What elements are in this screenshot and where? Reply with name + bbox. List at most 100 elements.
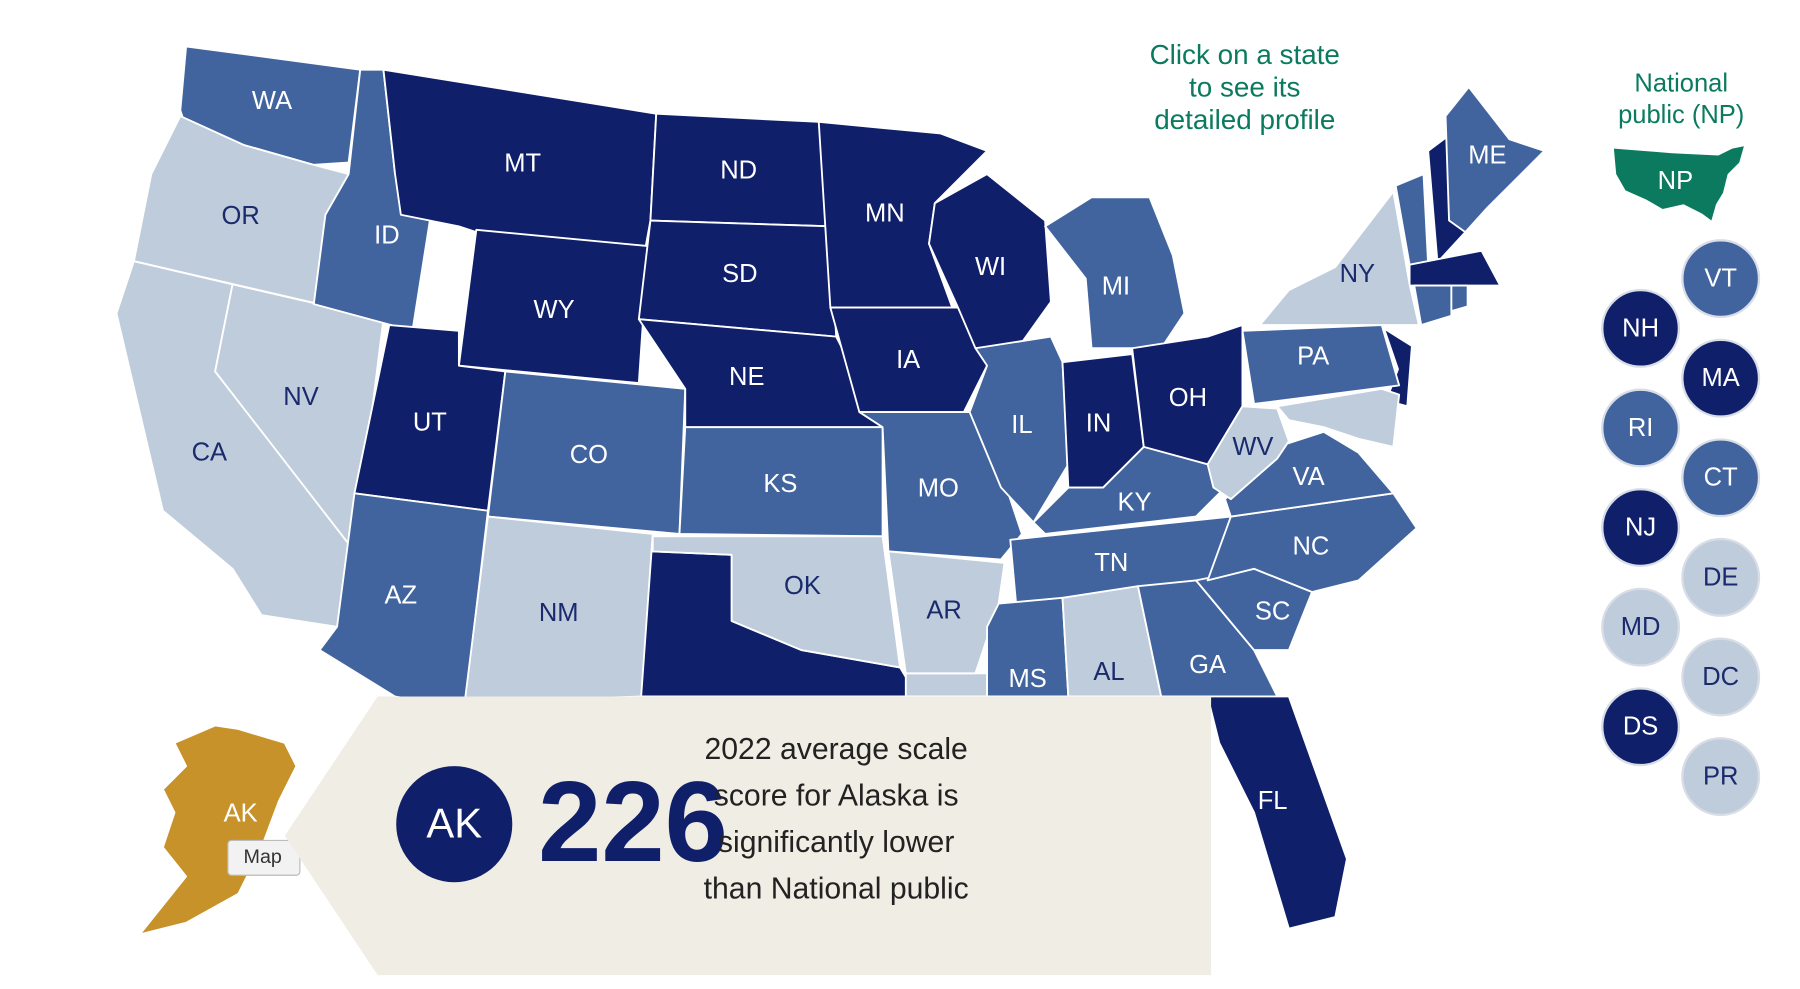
description-line: 2022 average scale	[704, 733, 967, 766]
state-button-label: DS	[1623, 713, 1658, 741]
state-shape[interactable]	[1444, 86, 1546, 234]
state-label: TN	[1094, 549, 1128, 577]
state-label: VA	[1293, 463, 1325, 491]
state-shape[interactable]	[829, 306, 988, 414]
tooltip-state: AK	[426, 800, 482, 847]
state-shape[interactable]	[1206, 695, 1348, 930]
state-shape[interactable]	[904, 672, 988, 698]
state-button-label: VT	[1704, 265, 1737, 293]
state-button[interactable]	[1601, 288, 1681, 368]
state-label: AR	[926, 596, 961, 624]
state-button[interactable]	[1681, 537, 1761, 617]
state-label: FL	[1258, 787, 1288, 815]
state-button[interactable]	[1681, 737, 1761, 817]
state-label: NM	[539, 599, 579, 627]
np-abbr: NP	[1658, 167, 1693, 195]
state-label: OH	[1169, 384, 1207, 412]
description-line: significantly lower	[718, 826, 954, 859]
state-button-label: MA	[1702, 364, 1740, 392]
state-label: AL	[1093, 658, 1124, 686]
state-label: WA	[252, 87, 292, 115]
state-label: KS	[763, 470, 797, 498]
np-label-line: public (NP)	[1618, 101, 1744, 129]
state-label: MT	[504, 150, 541, 178]
state-button[interactable]	[1601, 488, 1681, 568]
state-button-label: DE	[1703, 563, 1738, 591]
state-label: CA	[192, 439, 227, 467]
small-state-buttons: VT NH MA RI CT NJ DE MD DC DS PR	[1601, 239, 1761, 817]
state-shape[interactable]	[1206, 492, 1418, 593]
state-button-label: RI	[1628, 414, 1654, 442]
state-button[interactable]	[1601, 687, 1681, 767]
state-label: MI	[1102, 273, 1130, 301]
state-shape[interactable]	[1276, 387, 1401, 448]
state-label: OR	[222, 202, 260, 230]
state-button[interactable]	[1681, 338, 1761, 418]
state-label: OK	[784, 572, 821, 600]
state-shape[interactable]	[1044, 196, 1186, 350]
description-line: score for Alaska is	[714, 779, 959, 812]
state-label: NE	[729, 363, 764, 391]
state-label: ME	[1468, 141, 1506, 169]
state-label: MS	[1009, 665, 1047, 693]
state-label: WY	[534, 296, 575, 324]
state-label: IN	[1086, 410, 1112, 438]
state-shape[interactable]	[1450, 284, 1469, 313]
national-public[interactable]: National public (NP)	[1618, 69, 1744, 128]
instruction-line: Click on a state	[1150, 39, 1340, 70]
state-button-label: MD	[1621, 613, 1661, 641]
state-shape[interactable]	[651, 535, 901, 669]
np-label-line: National	[1634, 69, 1728, 97]
alaska-shape[interactable]	[138, 724, 298, 936]
map-tooltip: Map	[244, 846, 282, 868]
state-label: AZ	[385, 581, 418, 609]
state-label: IL	[1011, 411, 1032, 439]
state-shape[interactable]	[1137, 579, 1279, 698]
state-label: PA	[1297, 342, 1329, 370]
state-label: MN	[865, 199, 905, 227]
tooltip-description: 2022 average scale score for Alaska is sig…	[704, 733, 969, 905]
state-button-label: DC	[1702, 663, 1739, 691]
state-label: ND	[720, 157, 757, 185]
tooltip-score: 226	[538, 759, 728, 886]
state-button[interactable]	[1681, 637, 1761, 717]
instruction-line: detailed profile	[1154, 104, 1335, 135]
state-shape[interactable]	[1258, 190, 1420, 326]
state-button-label: PR	[1703, 762, 1738, 790]
state-label: UT	[413, 408, 447, 436]
instruction-line: to see its	[1189, 72, 1300, 103]
state-label: ID	[374, 222, 400, 250]
state-label: NC	[1292, 533, 1329, 561]
np-map-icon[interactable]	[1613, 146, 1744, 221]
state-shape[interactable]	[1413, 284, 1453, 326]
states: WA OR CA NV ID MT WY UT CO AZ NM ND SD NE KS OK MN IA MO AR…	[115, 45, 1546, 930]
state-shape[interactable]	[457, 228, 650, 384]
state-shape[interactable]	[1408, 249, 1502, 287]
description-line: than National public	[704, 872, 969, 905]
state-label: MO	[918, 475, 959, 503]
state-button-label: NH	[1622, 314, 1659, 342]
state-button-label: CT	[1704, 464, 1738, 492]
state-label: WI	[975, 253, 1006, 281]
state-label: CO	[570, 441, 608, 469]
state-label: WV	[1232, 433, 1273, 461]
state-label: SD	[722, 260, 757, 288]
alaska-label: AK	[224, 800, 258, 828]
state-button[interactable]	[1681, 438, 1761, 518]
state-shape[interactable]	[1241, 324, 1401, 405]
state-label: GA	[1189, 651, 1226, 679]
state-button-label: NJ	[1625, 513, 1656, 541]
state-shape[interactable]	[1206, 405, 1290, 501]
state-button[interactable]	[1601, 388, 1681, 468]
state-label: IA	[896, 346, 920, 374]
state-button[interactable]	[1601, 587, 1681, 667]
state-label: KY	[1117, 489, 1151, 517]
state-label: SC	[1255, 598, 1290, 626]
state-label: NV	[283, 383, 318, 411]
state-button[interactable]	[1681, 239, 1761, 319]
tooltip-badge	[396, 766, 513, 883]
state-label: NY	[1340, 260, 1375, 288]
